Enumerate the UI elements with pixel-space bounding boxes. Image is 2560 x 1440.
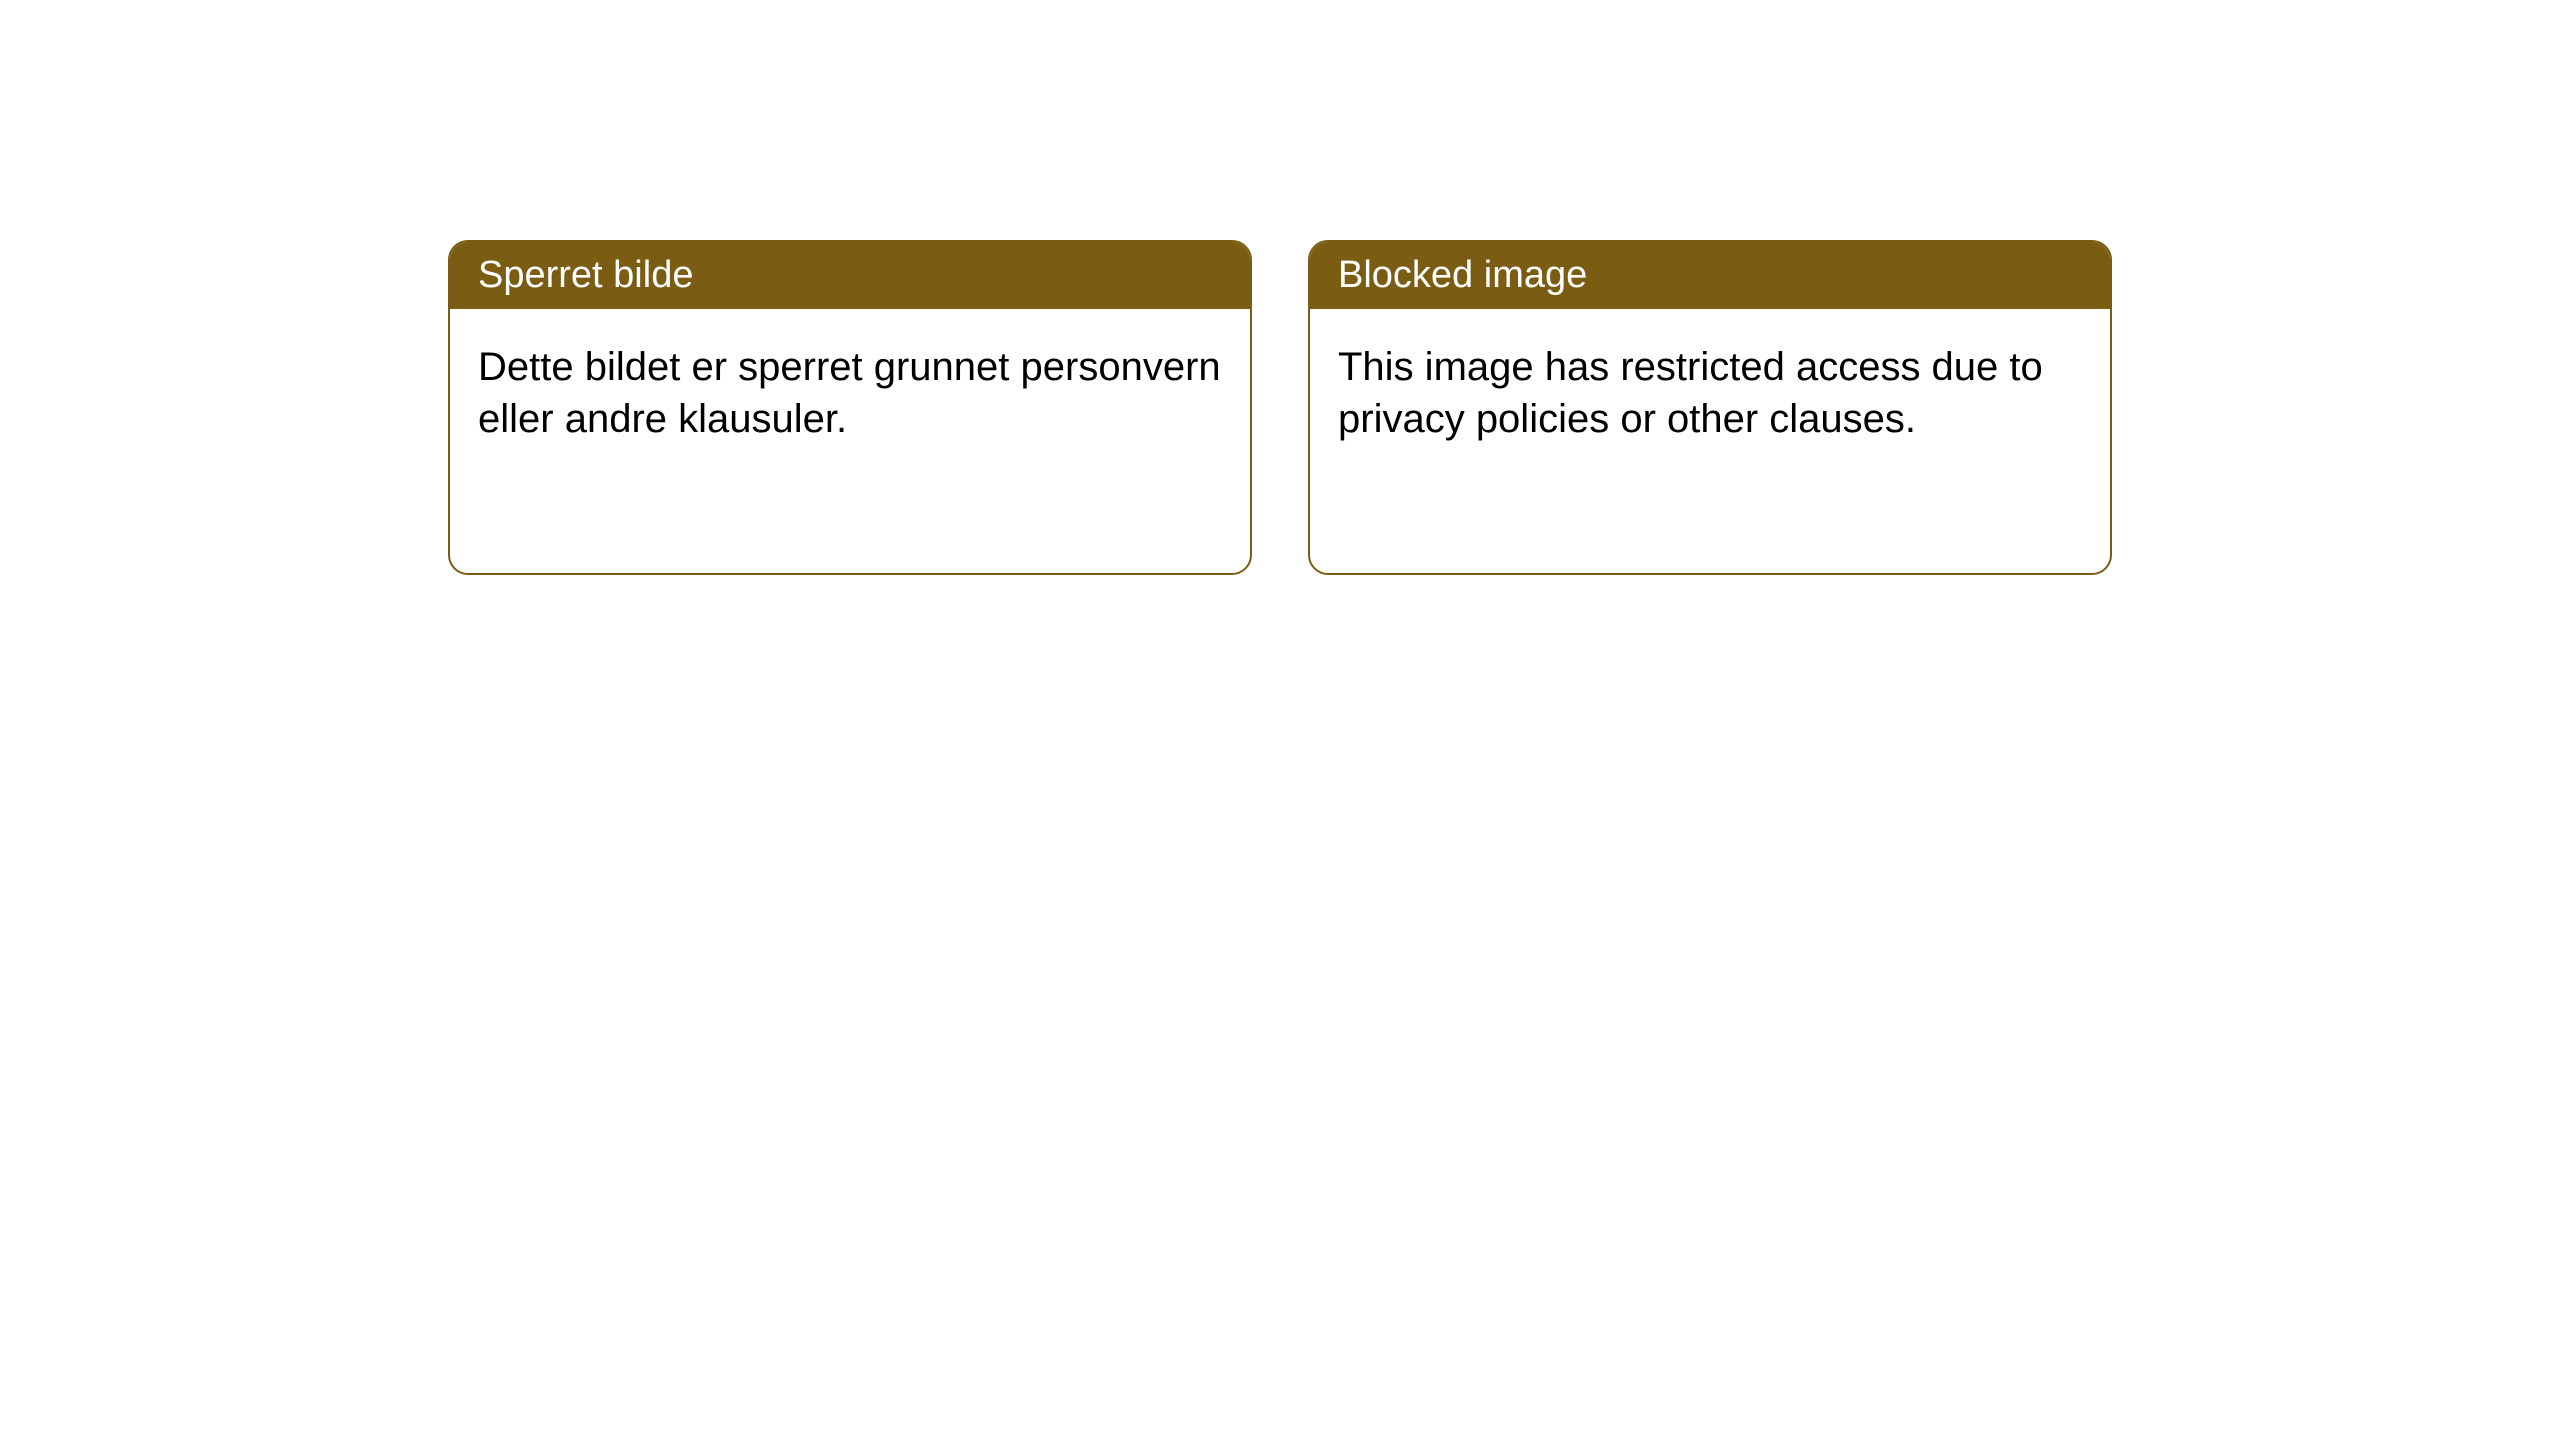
blocked-image-card-en: Blocked image This image has restricted … bbox=[1308, 240, 2112, 575]
blocked-image-card-no: Sperret bilde Dette bildet er sperret gr… bbox=[448, 240, 1252, 575]
card-body: Dette bildet er sperret grunnet personve… bbox=[450, 309, 1250, 477]
card-title: Sperret bilde bbox=[450, 242, 1250, 309]
card-title: Blocked image bbox=[1310, 242, 2110, 309]
card-body: This image has restricted access due to … bbox=[1310, 309, 2110, 477]
card-container: Sperret bilde Dette bildet er sperret gr… bbox=[0, 0, 2560, 575]
